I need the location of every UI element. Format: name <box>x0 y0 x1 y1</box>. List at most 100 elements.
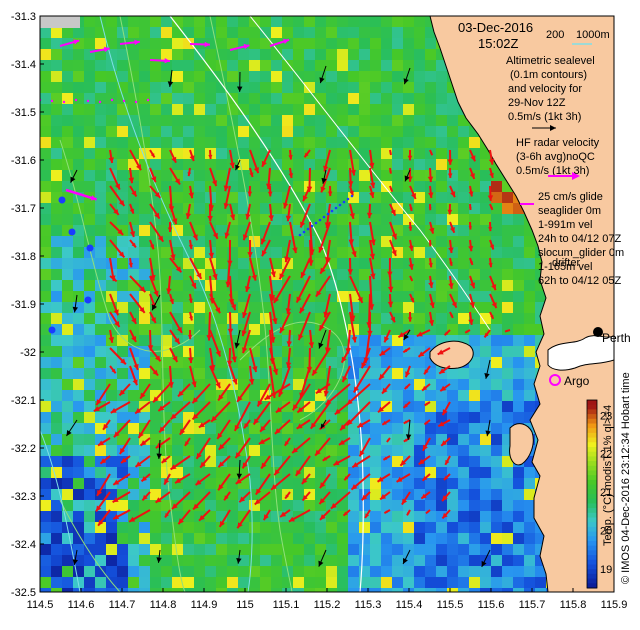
sst-cell <box>392 170 404 182</box>
sst-cell <box>271 60 283 72</box>
sst-cell <box>238 71 250 83</box>
sst-cell <box>227 71 239 83</box>
sst-cell <box>106 346 118 358</box>
sst-cell <box>370 82 382 94</box>
sst-cell <box>447 368 459 380</box>
hf-arrow-head <box>235 452 241 459</box>
hf-arrow-head <box>138 431 144 438</box>
hf-arrow-head <box>150 317 156 324</box>
hf-arrow-head <box>218 443 225 450</box>
sst-cell <box>381 368 393 380</box>
sst-cell <box>139 203 151 215</box>
altimetry-arrow-head <box>237 86 243 92</box>
glider-track-point <box>306 227 310 231</box>
sst-cell <box>51 379 63 391</box>
colorbar-segment <box>587 437 597 443</box>
hf-arrow-head <box>195 479 202 486</box>
colorbar-segment <box>587 409 597 415</box>
svg-text:25 cm/s glide: 25 cm/s glide <box>538 191 603 203</box>
sst-cell <box>216 181 228 193</box>
sst-cell <box>205 555 217 567</box>
sst-cell <box>414 104 426 116</box>
sst-cell <box>425 27 437 39</box>
sst-cell <box>535 324 547 336</box>
sst-cell <box>326 203 338 215</box>
sst-cell <box>524 544 536 556</box>
sst-cell <box>216 522 228 534</box>
sst-cell <box>73 357 85 369</box>
sst-cell <box>370 137 382 149</box>
sst-cell <box>480 478 492 490</box>
sst-cell <box>326 27 338 39</box>
sst-cell <box>95 280 107 292</box>
hf-arrow-head <box>136 164 142 171</box>
sst-cell <box>106 192 118 204</box>
sst-cell <box>293 357 305 369</box>
sst-cell <box>95 324 107 336</box>
altimetry-arrow-head <box>319 77 325 84</box>
sst-cell <box>238 577 250 589</box>
sst-cell <box>62 489 74 501</box>
sst-cell <box>161 566 173 578</box>
sst-cell <box>139 115 151 127</box>
sst-cell <box>40 577 52 589</box>
sst-cell <box>304 324 316 336</box>
hf-arrow-head <box>387 271 393 277</box>
sst-cell <box>282 533 294 545</box>
hf-arrow-head <box>304 152 309 158</box>
sst-cell <box>73 38 85 50</box>
sst-cell <box>117 27 129 39</box>
sst-cell <box>513 335 525 347</box>
sst-cell <box>502 269 514 281</box>
sst-cell <box>249 555 261 567</box>
hf-arrow-head <box>149 244 155 250</box>
colorbar-segment <box>587 475 597 481</box>
colorbar-segment <box>587 512 597 518</box>
sst-cell <box>84 104 96 116</box>
sst-cell <box>403 82 415 94</box>
sst-cell <box>326 280 338 292</box>
sst-cell <box>414 258 426 270</box>
sst-cell <box>227 181 239 193</box>
sst-cell <box>194 280 206 292</box>
sst-cell <box>403 27 415 39</box>
sst-cell <box>359 280 371 292</box>
sst-cell <box>447 247 459 259</box>
sst-cell <box>194 27 206 39</box>
sst-cell <box>359 104 371 116</box>
sst-cell <box>227 500 239 512</box>
sst-cell <box>260 445 272 457</box>
colorbar-tick-label: 22 <box>600 449 612 461</box>
sst-cell <box>370 555 382 567</box>
sst-cell <box>403 544 415 556</box>
sst-cell <box>271 379 283 391</box>
sst-cell <box>62 324 74 336</box>
hf-arrow-head <box>193 503 199 510</box>
sst-cell <box>447 148 459 160</box>
sst-cell <box>315 456 327 468</box>
sst-cell <box>337 214 349 226</box>
sst-cell <box>172 566 184 578</box>
sst-cell <box>106 467 118 479</box>
hf-arrow-head <box>323 165 329 172</box>
sst-cell <box>172 412 184 424</box>
sst-cell <box>128 478 140 490</box>
hf-arrow-head <box>199 514 205 521</box>
hf-arrow-head <box>369 162 375 169</box>
sst-cell <box>227 522 239 534</box>
sst-cell <box>238 225 250 237</box>
glider-arrow-head <box>283 38 290 45</box>
hf-arrow-head <box>308 342 315 348</box>
hf-arrow-head <box>113 514 120 520</box>
sst-cell <box>216 38 228 50</box>
sst-cell <box>524 357 536 369</box>
sst-cell <box>458 368 470 380</box>
drifter-point <box>68 228 76 236</box>
hf-arrow-head <box>384 510 388 514</box>
sst-cell <box>84 577 96 589</box>
hf-arrow-head <box>170 413 177 420</box>
sst-cell <box>480 423 492 435</box>
drifter-point <box>48 326 56 334</box>
sst-cell <box>106 280 118 292</box>
sst-cell <box>458 324 470 336</box>
